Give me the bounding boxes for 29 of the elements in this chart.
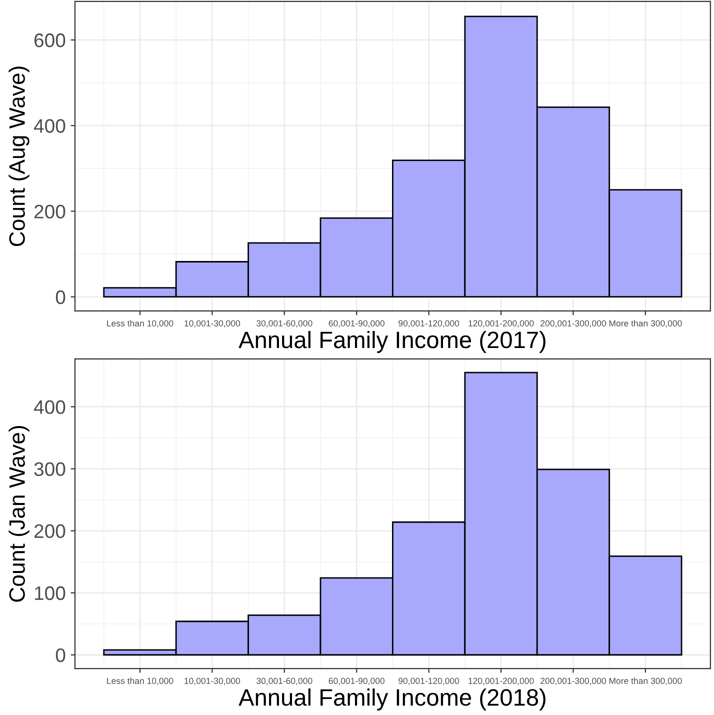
y-tick-label: 400	[34, 400, 66, 414]
x-tick-label: 200,001-300,000	[540, 678, 606, 686]
x-tick-label: More than 300,000	[609, 678, 682, 686]
x-tick-label: 120,001-200,000	[468, 320, 534, 328]
y-tick-label: 200	[34, 204, 66, 218]
x-tick-label: 90,001-120,000	[398, 678, 460, 686]
x-tick-label: More than 300,000	[609, 320, 682, 328]
x-tick-label: 10,001-30,000	[184, 678, 240, 686]
y-axis-title: Count (Aug Wave)	[8, 66, 30, 246]
y-tick-label: 0	[56, 648, 66, 662]
y-tick-label: 100	[34, 586, 66, 600]
y-axis-title: Count (Jan Wave)	[8, 426, 30, 602]
x-tick-label: 90,001-120,000	[398, 320, 460, 328]
y-tick-label: 600	[34, 33, 66, 48]
x-axis-title: Annual Family Income (2018)	[238, 688, 546, 710]
x-tick-label: 120,001-200,000	[468, 678, 534, 686]
x-tick-label: 30,001-60,000	[256, 678, 312, 686]
x-tick-label: 30,001-60,000	[256, 320, 312, 328]
x-tick-label: 200,001-300,000	[540, 320, 606, 328]
x-tick-label: 60,001-90,000	[328, 678, 384, 686]
x-tick-label: 10,001-30,000	[184, 320, 240, 328]
y-tick-label: 400	[34, 119, 66, 133]
y-tick-label: 0	[56, 290, 66, 304]
x-tick-label: Less than 10,000	[107, 320, 174, 328]
y-tick-label: 200	[34, 524, 66, 538]
x-axis-title: Annual Family Income (2017)	[238, 330, 546, 353]
x-tick-label: 60,001-90,000	[328, 320, 384, 328]
x-tick-label: Less than 10,000	[107, 678, 174, 686]
y-tick-label: 300	[34, 462, 66, 476]
